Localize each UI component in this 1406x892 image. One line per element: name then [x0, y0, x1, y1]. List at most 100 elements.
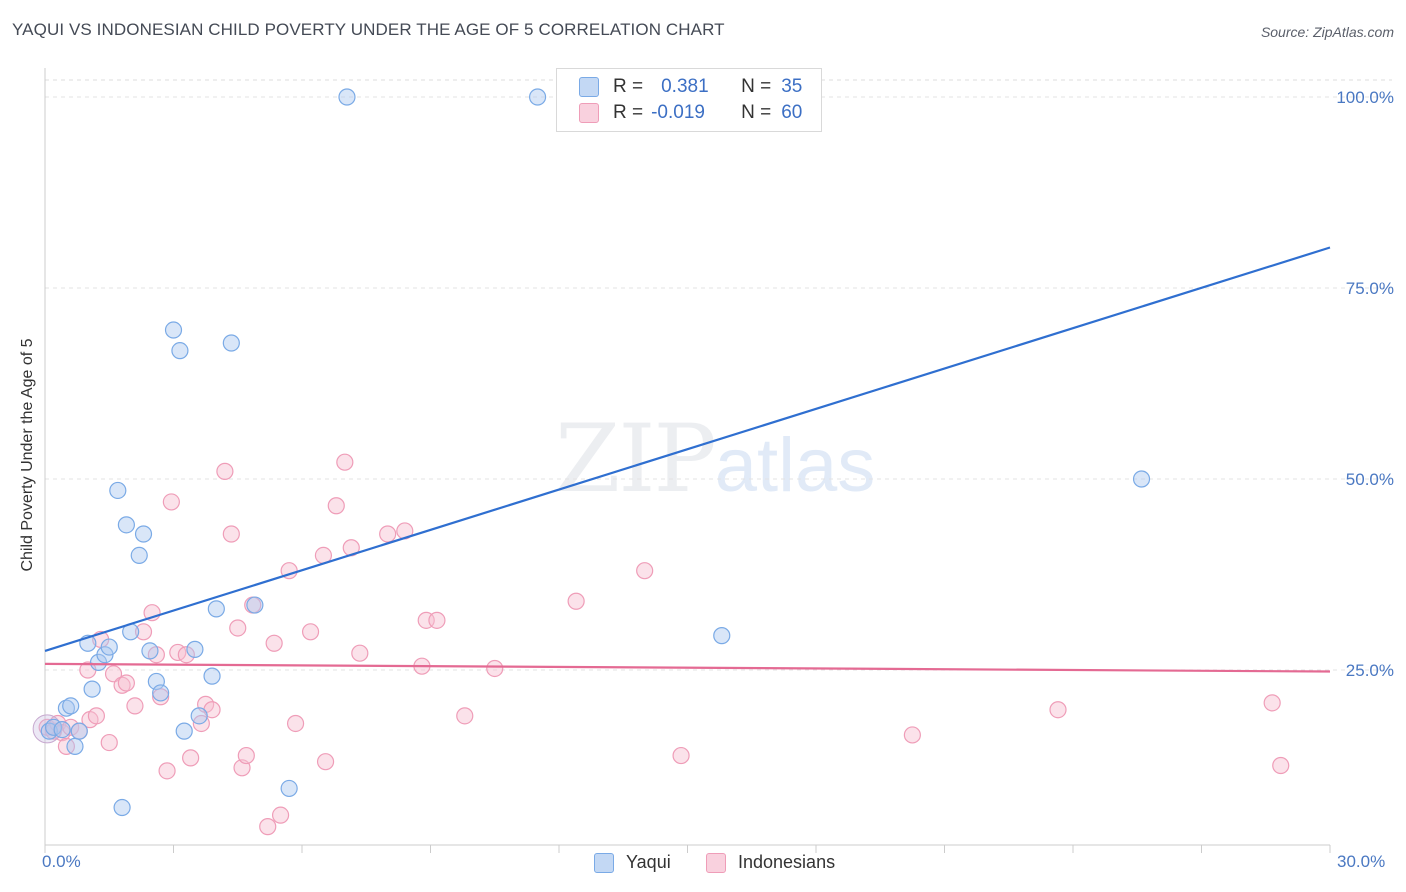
point-yaqui: [100, 638, 118, 656]
legend-label-indonesians: Indonesians: [738, 852, 836, 872]
point-indonesians: [126, 697, 144, 715]
point-indonesians: [567, 592, 585, 610]
legend-n-label: N =: [741, 102, 772, 123]
series-indonesians-points: [32, 453, 1290, 836]
legend-row-indonesians: R = -0.019 N = 60: [579, 101, 802, 125]
point-indonesians: [182, 749, 200, 767]
point-indonesians: [903, 726, 921, 744]
point-yaqui: [338, 88, 356, 106]
point-yaqui: [246, 596, 264, 614]
legend-row-yaqui: R = 0.381 N = 35: [579, 75, 802, 99]
legend-n-value-indonesians: 60: [781, 102, 803, 123]
trend-line-yaqui: [44, 246, 1331, 652]
point-indonesians: [162, 493, 180, 511]
legend-r-value-indonesians: -0.019: [651, 102, 705, 123]
legend-item-indonesians[interactable]: Indonesians: [706, 852, 835, 873]
point-yaqui: [66, 737, 84, 756]
point-indonesians: [379, 525, 397, 543]
legend-r-label: R =: [613, 102, 644, 123]
point-indonesians: [286, 714, 305, 733]
y-tick-label-100: 100.0%: [1336, 88, 1394, 107]
point-yaqui: [113, 798, 131, 817]
point-yaqui: [222, 334, 240, 352]
point-yaqui: [134, 525, 153, 543]
legend-n-value-yaqui: 35: [781, 76, 803, 97]
legend-swatch-indonesians: [706, 852, 726, 873]
point-yaqui: [70, 722, 88, 740]
point-indonesians: [336, 453, 354, 471]
point-yaqui: [528, 88, 547, 106]
point-yaqui: [171, 342, 189, 360]
point-yaqui: [117, 516, 135, 534]
point-yaqui: [53, 720, 71, 739]
point-indonesians: [486, 659, 504, 678]
point-indonesians: [134, 623, 153, 641]
point-indonesians: [229, 619, 247, 637]
trend-line-indonesians: [44, 662, 1331, 673]
point-indonesians: [104, 665, 123, 683]
point-yaqui: [152, 684, 170, 702]
point-yaqui: [186, 640, 204, 658]
point-indonesians: [1263, 694, 1281, 712]
point-yaqui: [109, 481, 127, 500]
x-tick-label-max: 30.0%: [1337, 852, 1386, 871]
watermark-atlas: atlas: [714, 423, 876, 508]
point-indonesians: [1272, 756, 1290, 775]
point-indonesians: [177, 646, 195, 664]
y-tick-label-25: 25.0%: [1345, 661, 1394, 680]
point-yaqui: [130, 546, 148, 565]
legend-item-yaqui[interactable]: Yaqui: [594, 852, 671, 873]
point-yaqui: [141, 642, 159, 660]
point-indonesians: [456, 707, 474, 725]
point-yaqui: [713, 627, 731, 645]
point-indonesians: [216, 462, 234, 480]
point-indonesians: [158, 762, 176, 780]
chart-source: Source: ZipAtlas.com: [1260, 24, 1394, 40]
point-yaqui: [207, 600, 225, 618]
point-indonesians: [117, 674, 135, 692]
legend-swatch-yaqui: [579, 77, 599, 97]
axes: [44, 68, 1331, 853]
gridlines: [45, 79, 1392, 671]
point-yaqui: [280, 779, 298, 798]
point-yaqui: [175, 722, 193, 740]
y-axis-label: Child Poverty Under the Age of 5: [19, 338, 36, 572]
series-yaqui-points: [40, 88, 1151, 817]
point-indonesians: [100, 733, 118, 752]
legend-swatch-indonesians: [579, 103, 599, 123]
point-indonesians: [636, 562, 654, 580]
correlation-legend: R = 0.381 N = 35 R = -0.019 N = 60: [556, 68, 822, 132]
y-tick-label-50: 50.0%: [1345, 470, 1394, 489]
point-indonesians: [87, 707, 106, 725]
point-yaqui: [203, 667, 221, 685]
point-indonesians: [1049, 701, 1067, 719]
legend-r-label: R =: [613, 76, 644, 97]
point-yaqui: [1132, 470, 1151, 488]
point-indonesians: [259, 818, 277, 836]
point-indonesians: [327, 497, 345, 515]
legend-r-value-yaqui: 0.381: [661, 76, 709, 97]
legend-n-label: N =: [741, 76, 772, 97]
point-yaqui: [190, 707, 208, 725]
point-yaqui: [62, 697, 80, 715]
y-tick-label-75: 75.0%: [1345, 279, 1394, 298]
point-indonesians: [428, 611, 446, 629]
watermark-zip: ZIP: [555, 405, 717, 514]
chart-title: YAQUI VS INDONESIAN CHILD POVERTY UNDER …: [12, 20, 725, 39]
point-indonesians: [222, 525, 240, 543]
legend-label-yaqui: Yaqui: [626, 852, 671, 872]
point-indonesians: [271, 806, 290, 824]
zipatlas-watermark: ZIPatlas: [555, 405, 875, 514]
point-indonesians: [301, 623, 320, 641]
point-indonesians: [265, 634, 283, 652]
point-indonesians: [351, 644, 369, 662]
point-yaqui: [83, 680, 101, 698]
x-tick-label-min: 0.0%: [42, 852, 81, 871]
point-yaqui: [164, 321, 183, 339]
point-indonesians: [237, 746, 255, 765]
point-indonesians: [672, 746, 690, 765]
point-indonesians: [316, 753, 335, 771]
trend-lines: [44, 246, 1331, 673]
legend-swatch-yaqui: [594, 852, 614, 873]
